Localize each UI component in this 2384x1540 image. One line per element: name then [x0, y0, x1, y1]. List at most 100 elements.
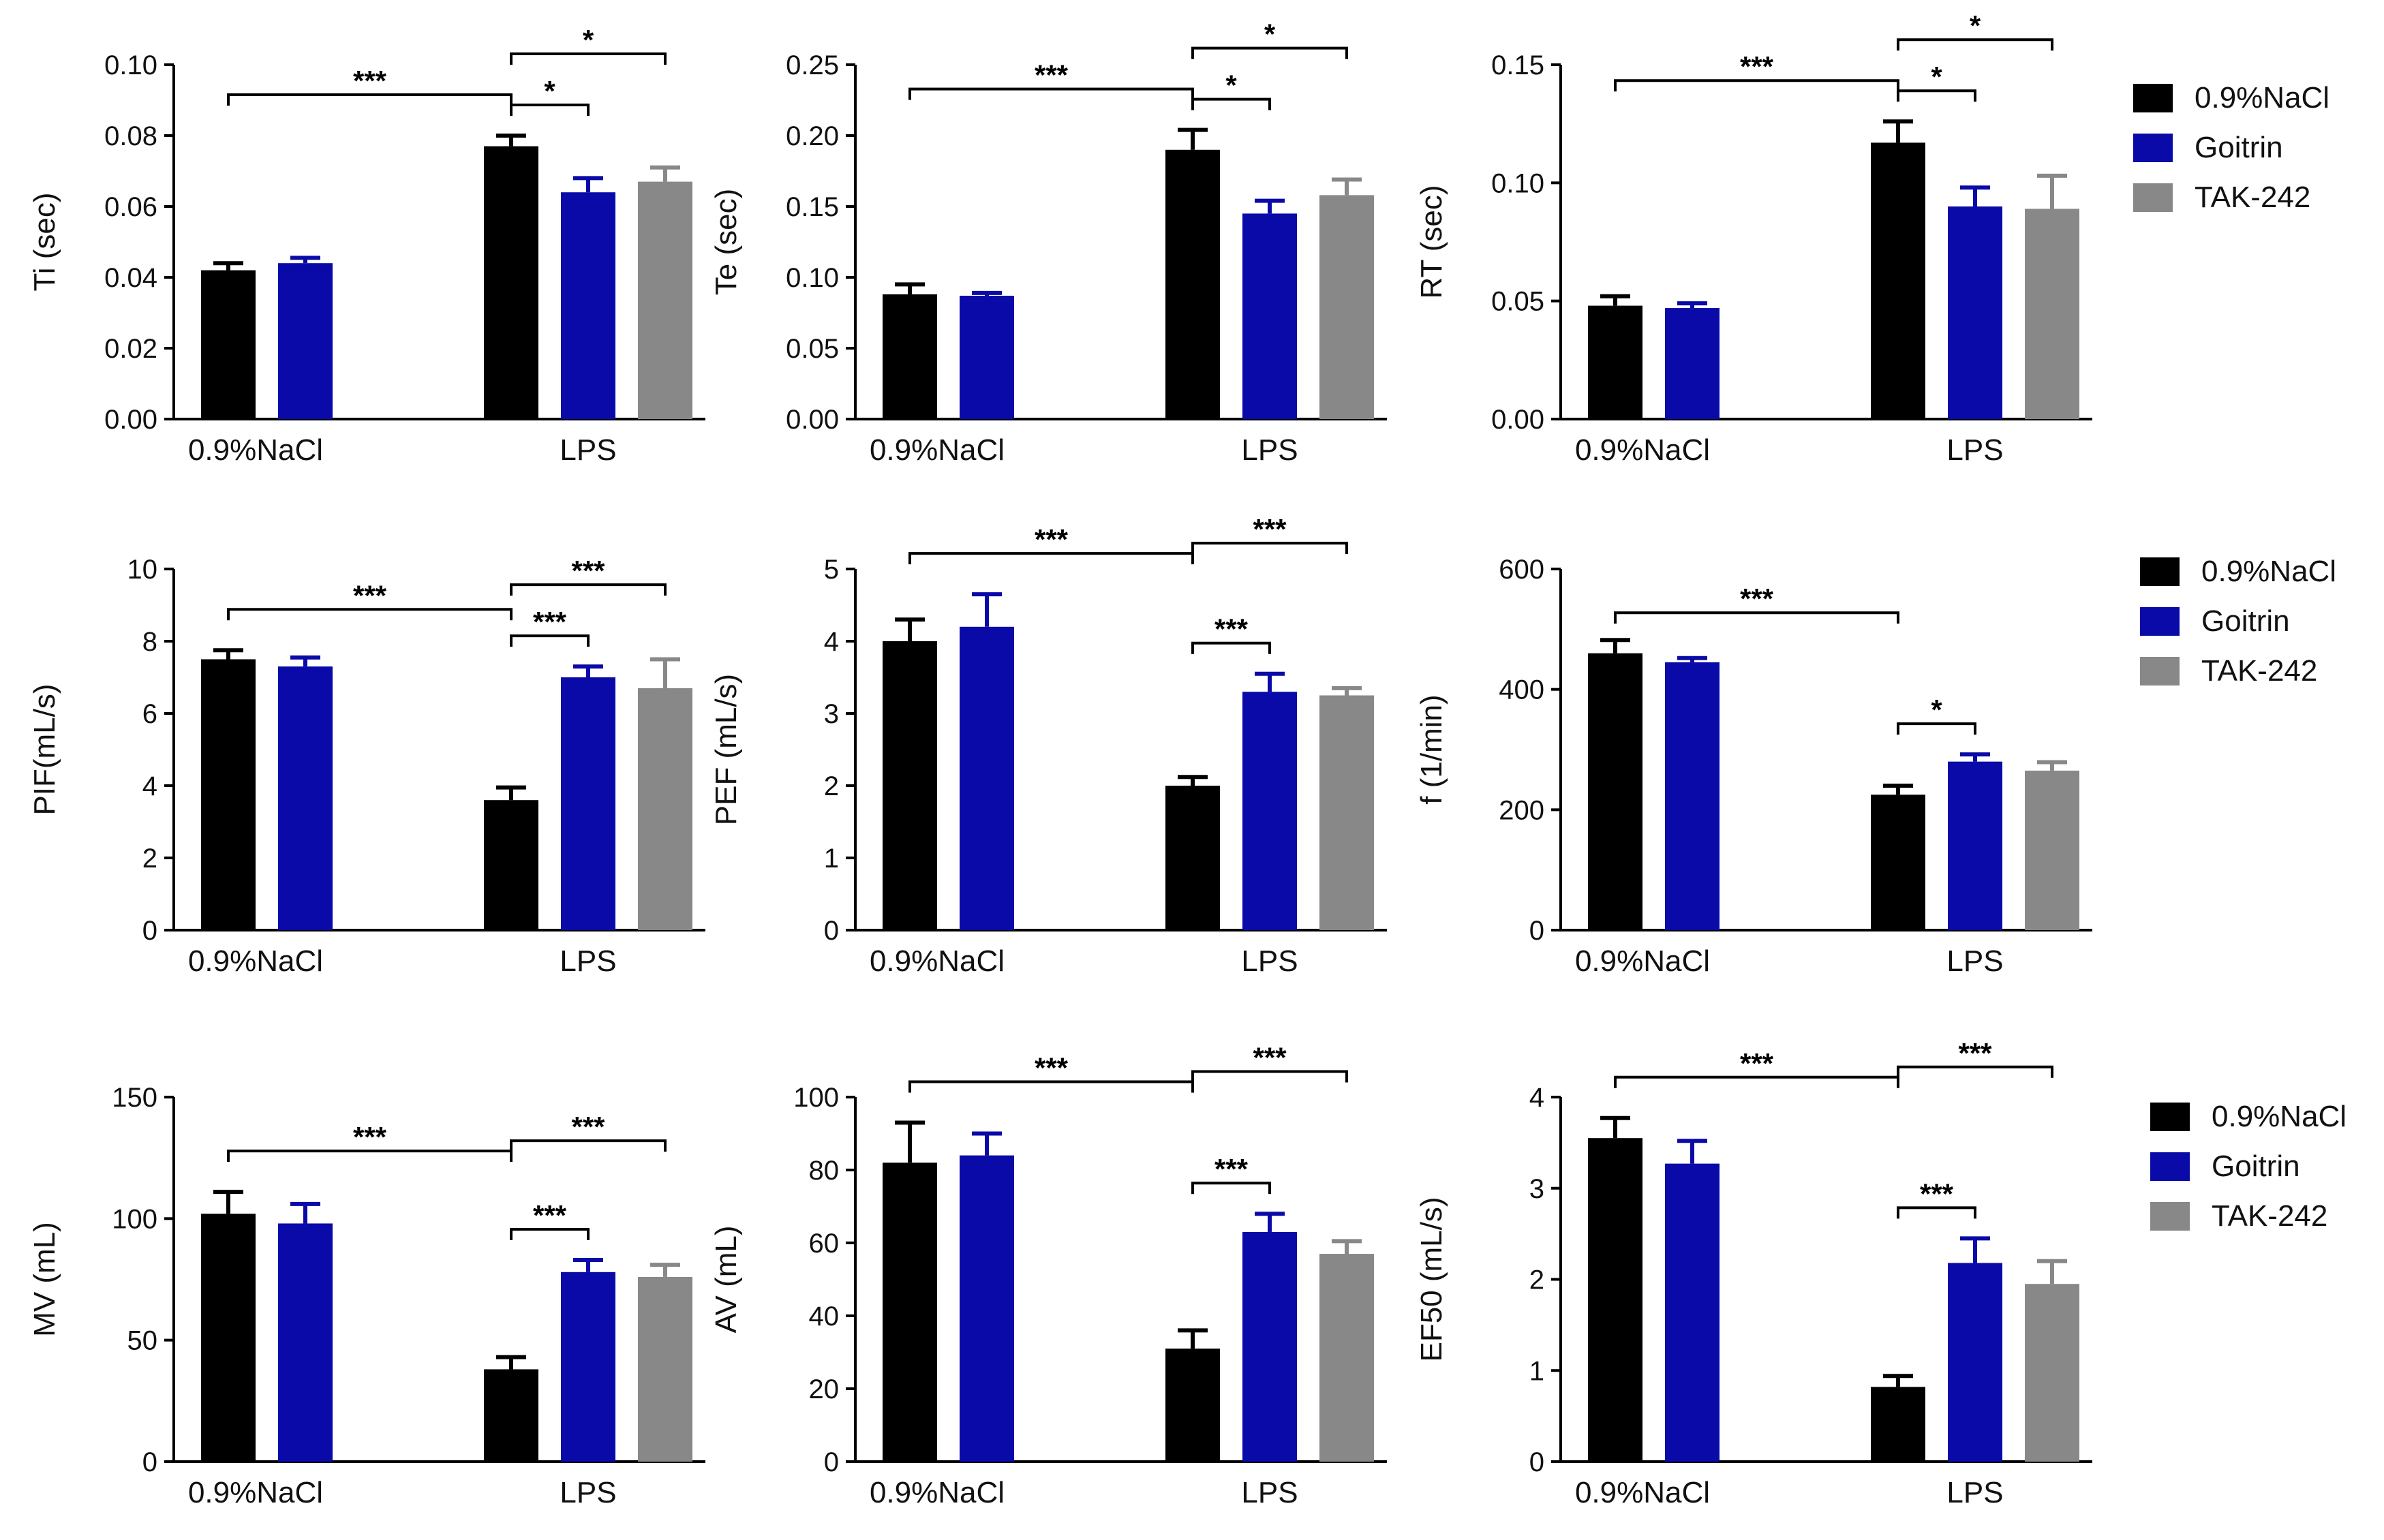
y-tick-label: 6	[142, 699, 157, 729]
legend-item: Goitrin	[2150, 1147, 2384, 1197]
y-tick-label: 2	[142, 844, 157, 874]
x-category-label: LPS	[1241, 1476, 1298, 1509]
y-tick-label: 0.15	[786, 192, 839, 222]
bar-0.9%NaCl	[201, 1214, 256, 1462]
y-tick-label: 0.00	[104, 405, 157, 435]
y-tick-label: 0	[824, 916, 839, 946]
significance-bracket	[510, 1227, 590, 1240]
bar-TAK-242	[2025, 770, 2079, 930]
y-tick-label: 0.00	[1491, 405, 1544, 435]
significance-label: *	[1931, 694, 1942, 726]
y-tick-label: 60	[809, 1229, 840, 1259]
bar-Goitrin	[561, 677, 615, 930]
y-tick-label: 0	[1529, 1447, 1544, 1477]
significance-label: ***	[353, 1121, 387, 1153]
significance-label: ***	[533, 606, 567, 638]
bar-0.9%NaCl	[1871, 1387, 1925, 1462]
legend-swatch	[2150, 1202, 2190, 1231]
bar-0.9%NaCl	[883, 1162, 937, 1462]
bar-TAK-242	[2025, 209, 2079, 419]
bar-TAK-242	[1319, 695, 1374, 930]
significance-bracket	[1897, 38, 2053, 51]
bar-TAK-242	[1319, 1254, 1374, 1462]
significance-label: ***	[1740, 1047, 1774, 1079]
significance-bracket	[510, 104, 590, 116]
chart-8: 0 1 2 3 4 EF50 (mL/s) 0.9%NaCl LPS *** *** ***	[1415, 1037, 2092, 1509]
significance-bracket	[1191, 542, 1348, 555]
legend-item: Goitrin	[2140, 602, 2384, 651]
significance-bracket	[908, 1080, 1194, 1093]
y-tick-label: 0.04	[104, 263, 157, 293]
significance-label: *	[1225, 70, 1237, 102]
bar-0.9%NaCl	[1588, 1138, 1642, 1462]
significance-label: ***	[1035, 59, 1069, 91]
bar-Goitrin	[960, 296, 1014, 419]
y-axis-label: f (1/min)	[1415, 694, 1448, 804]
significance-label: ***	[533, 1199, 567, 1231]
significance-label: ***	[1740, 50, 1774, 82]
significance-label: ***	[1214, 1153, 1249, 1185]
legend-swatch	[2140, 557, 2180, 586]
y-tick-label: 40	[809, 1302, 840, 1331]
bar-0.9%NaCl	[484, 146, 538, 419]
bar-0.9%NaCl	[201, 659, 256, 930]
y-tick-label: 4	[142, 771, 157, 801]
y-axis-label: PEF (mL/s)	[709, 674, 743, 825]
legend-swatch	[2140, 607, 2180, 636]
bar-0.9%NaCl	[1165, 149, 1220, 420]
significance-bracket	[227, 608, 513, 621]
y-tick-label: 4	[1529, 1083, 1544, 1113]
legend-label: TAK-242	[2201, 654, 2318, 688]
legend-swatch	[2133, 134, 2173, 162]
bar-Goitrin	[1242, 692, 1297, 930]
y-axis-label: Ti (sec)	[28, 192, 61, 291]
y-tick-label: 20	[809, 1374, 840, 1404]
bar-0.9%NaCl	[1871, 795, 1925, 930]
x-category-label: LPS	[560, 433, 616, 467]
y-tick-label: 1	[1529, 1356, 1544, 1386]
significance-bracket	[227, 1150, 513, 1162]
x-category-label: 0.9%NaCl	[1575, 944, 1710, 978]
y-tick-label: 0.20	[786, 121, 839, 151]
bar-TAK-242	[2025, 1284, 2079, 1462]
y-axis-label: Te (sec)	[709, 189, 743, 295]
y-tick-label: 0	[1529, 916, 1544, 946]
significance-bracket	[1897, 1065, 2053, 1078]
significance-label: ***	[1035, 523, 1069, 555]
significance-bracket	[1614, 79, 1899, 92]
y-tick-label: 0.15	[1491, 50, 1544, 80]
bar-Goitrin	[960, 626, 1014, 930]
significance-label: ***	[571, 1111, 605, 1143]
y-tick-label: 0.08	[104, 121, 157, 151]
chart-7: 0 20 40 60 80 100 AV (mL) 0.9%NaCl LPS *** *** ***	[709, 1041, 1387, 1509]
x-category-label: LPS	[1946, 1476, 2003, 1509]
bar-Goitrin	[1665, 1163, 1720, 1462]
significance-bracket	[510, 1139, 667, 1152]
y-tick-label: 150	[112, 1083, 157, 1113]
bar-Goitrin	[278, 666, 333, 930]
significance-bracket	[1191, 1070, 1348, 1083]
x-category-label: 0.9%NaCl	[188, 433, 323, 467]
bar-0.9%NaCl	[484, 1369, 538, 1462]
y-tick-label: 400	[1499, 675, 1544, 705]
significance-bracket	[510, 634, 590, 647]
significance-label: *	[544, 75, 555, 107]
y-axis-label: RT (sec)	[1415, 185, 1448, 298]
y-axis-label: EF50 (mL/s)	[1415, 1197, 1448, 1361]
y-tick-label: 10	[127, 555, 158, 585]
significance-label: ***	[1740, 583, 1774, 615]
significance-label: *	[1931, 61, 1942, 93]
significance-bracket	[1191, 641, 1271, 654]
chart-1: 0.00 0.05 0.10 0.15 0.20 0.25 Te (sec) 0.9%NaCl…	[709, 18, 1387, 467]
y-tick-label: 600	[1499, 555, 1544, 585]
legend-item: TAK-242	[2150, 1197, 2384, 1246]
y-axis-label: AV (mL)	[709, 1225, 743, 1333]
legend-item: Goitrin	[2133, 128, 2379, 178]
significance-bracket	[1897, 722, 1976, 735]
significance-label: ***	[1035, 1051, 1069, 1083]
y-axis-label: MV (mL)	[28, 1222, 61, 1337]
bar-0.9%NaCl	[883, 294, 937, 419]
bar-0.9%NaCl	[1588, 305, 1642, 419]
